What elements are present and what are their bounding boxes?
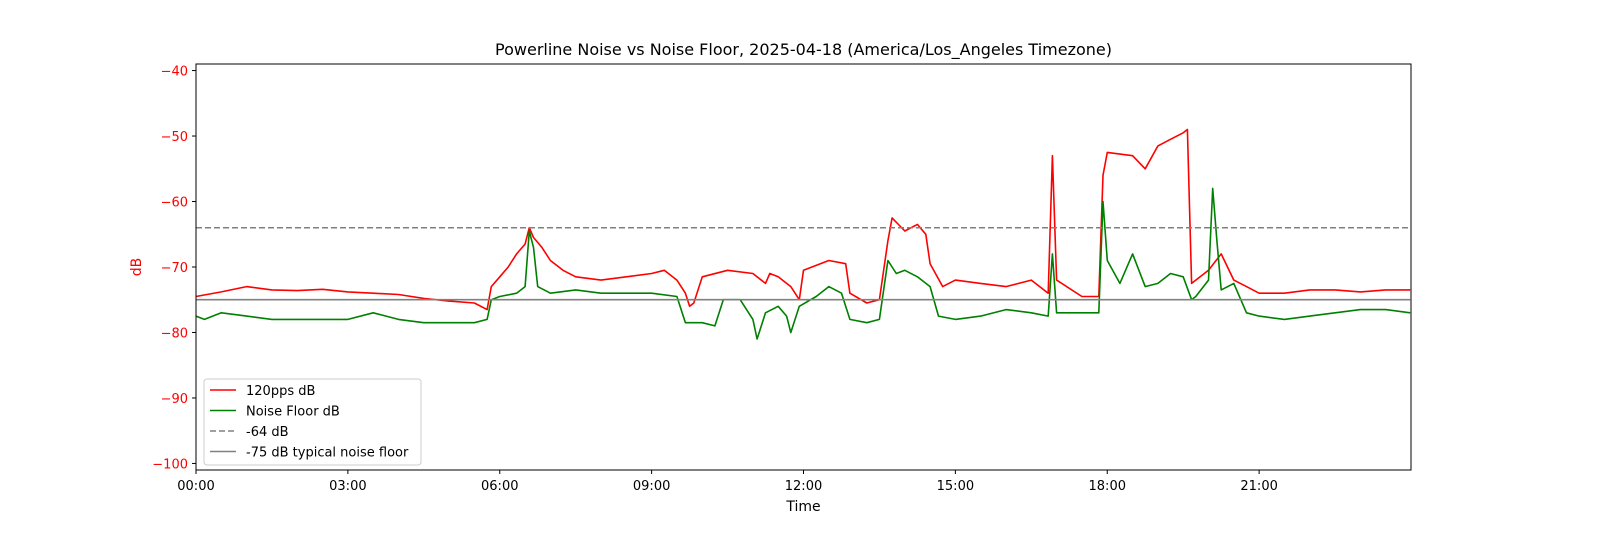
chart-title: Powerline Noise vs Noise Floor, 2025-04-… xyxy=(495,40,1112,60)
legend-label-noise-floor-db: Noise Floor dB xyxy=(246,405,340,420)
y-axis-label: dB xyxy=(129,258,145,277)
legend-label-120pps-db: 120pps dB xyxy=(246,384,315,399)
axes: 00:00 03:00 06:00 09:00 12:00 15:00 18:00 21:00… xyxy=(152,63,1412,494)
legend: 120pps dB Noise Floor dB -64 dB -75 dB typi… xyxy=(203,378,422,466)
y-tick-label: −80 xyxy=(161,326,188,341)
series-line-120pps-db xyxy=(195,128,1411,311)
y-tick-label: −60 xyxy=(161,196,188,211)
y-tick-label: −100 xyxy=(152,457,188,472)
legend-label-75-db-typical-noise-floor: -75 dB typical noise floor xyxy=(246,446,409,461)
x-tick-label: 03:00 xyxy=(329,479,366,494)
x-tick-label: 21:00 xyxy=(1240,479,1277,494)
legend-label-64-db: -64 dB xyxy=(246,425,289,440)
x-tick-label: 12:00 xyxy=(785,479,822,494)
x-tick-label: 06:00 xyxy=(481,479,518,494)
x-tick-label: 15:00 xyxy=(937,479,974,494)
y-tick-label: −50 xyxy=(161,130,188,145)
legend-box xyxy=(203,378,422,466)
x-tick-label: 00:00 xyxy=(177,479,214,494)
y-tick-label: −40 xyxy=(161,65,188,80)
series-line-noise-floor-db xyxy=(195,187,1411,340)
y-tick-label: −70 xyxy=(161,261,188,276)
y-tick-label: −90 xyxy=(161,392,188,407)
plot-area xyxy=(195,128,1411,340)
x-axis-label: Time xyxy=(785,499,820,515)
x-tick-label: 09:00 xyxy=(633,479,670,494)
x-tick-label: 18:00 xyxy=(1089,479,1126,494)
